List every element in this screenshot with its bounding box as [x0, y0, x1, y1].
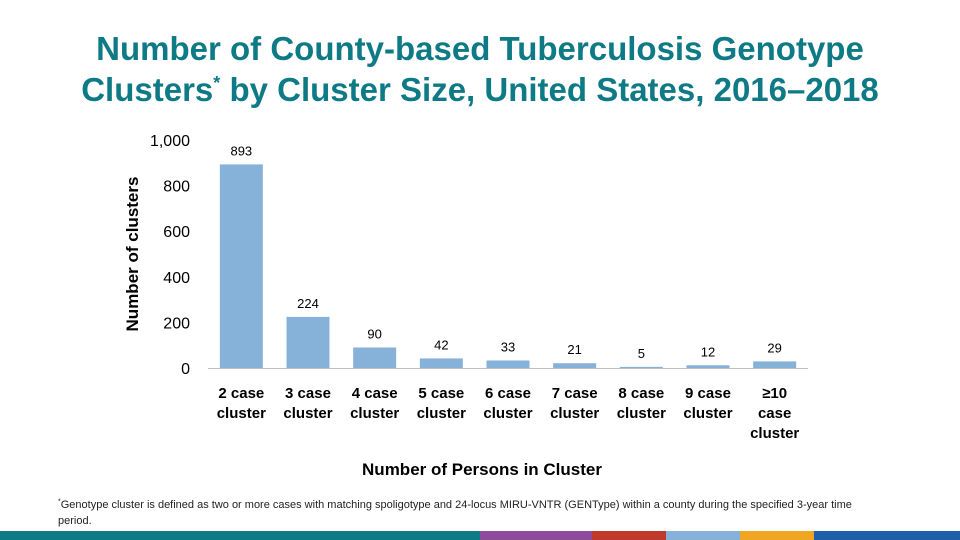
data-label: 5: [638, 346, 645, 361]
x-tick-label: 9 case cluster: [683, 385, 732, 422]
y-tick-label: 600: [163, 224, 190, 241]
footnote-marker: *: [58, 498, 61, 506]
y-tick-label: 0: [181, 361, 190, 378]
x-tick-label-line: 5 case: [418, 385, 464, 402]
bottom-bar-segment: [120, 531, 240, 540]
bar: [686, 365, 730, 368]
x-tick-label-line: 6 case: [485, 385, 531, 402]
footnote-text: Genotype cluster is defined as two or mo…: [58, 499, 852, 527]
x-tick-label-line: case: [758, 405, 791, 422]
chart-title-line-2: Clusters* by Cluster Size, United States…: [40, 69, 920, 110]
data-label: 893: [230, 143, 252, 158]
data-label: 224: [297, 296, 319, 311]
x-tick-label-line: cluster: [483, 405, 532, 422]
data-label: 90: [367, 326, 381, 341]
title-asterisk: *: [213, 73, 221, 93]
x-tick-label-line: 8 case: [618, 385, 664, 402]
bottom-bar-segment: [480, 531, 592, 540]
x-tick-label-line: cluster: [217, 405, 266, 422]
chart-title-line-2-a: Clusters: [81, 71, 214, 108]
bar: [553, 363, 597, 368]
x-tick-label: 2 case cluster: [217, 385, 266, 422]
x-axis-title: Number of Persons in Cluster: [362, 460, 602, 479]
bar: [619, 366, 663, 368]
x-tick-label-line: ≥10: [762, 385, 787, 402]
bottom-bar-segment: [740, 531, 814, 540]
bottom-bar-segment: [360, 531, 480, 540]
bar: [219, 164, 263, 368]
data-label: 42: [434, 337, 448, 352]
data-label: 21: [567, 342, 581, 357]
footnote: *Genotype cluster is defined as two or m…: [58, 497, 858, 529]
y-axis-title: Number of clusters: [123, 177, 142, 332]
x-tick-label-line: cluster: [350, 405, 399, 422]
chart-title-line-1: Number of County-based Tuberculosis Geno…: [96, 30, 864, 67]
y-tick-label: 800: [163, 179, 190, 196]
bottom-color-bar: [0, 531, 960, 540]
bar: [353, 347, 397, 368]
x-tick-label-line: cluster: [417, 405, 466, 422]
bottom-bar-segment: [814, 531, 960, 540]
data-label: 29: [767, 340, 781, 355]
bottom-bar-segment: [240, 531, 360, 540]
y-tick-label: 1,000: [150, 133, 190, 150]
x-tick-label-line: 7 case: [552, 385, 598, 402]
x-tick-label: 7 case cluster: [550, 385, 599, 422]
x-tick-label: 6 case cluster: [483, 385, 532, 422]
x-tick-label-line: cluster: [617, 405, 666, 422]
x-tick-label-line: cluster: [283, 405, 332, 422]
bottom-bar-segment: [592, 531, 666, 540]
x-tick-label: ≥10 case cluster: [750, 385, 799, 442]
bar: [753, 361, 797, 368]
x-tick-label-line: 2 case: [218, 385, 264, 402]
x-tick-label: 5 case cluster: [417, 385, 466, 422]
bar: [419, 358, 463, 368]
x-tick-label-line: cluster: [683, 405, 732, 422]
bottom-bar-segment: [666, 531, 740, 540]
chart-title: Number of County-based Tuberculosis Geno…: [40, 28, 920, 110]
data-label: 12: [701, 344, 715, 359]
data-label: 33: [501, 339, 515, 354]
x-tick-label: 3 case cluster: [283, 385, 332, 422]
x-tick-label-line: 9 case: [685, 385, 731, 402]
bar: [286, 316, 330, 368]
x-tick-label: 4 case cluster: [350, 385, 399, 422]
chart-title-line-2-b: by Cluster Size, United States, 2016–201…: [220, 71, 879, 108]
bar: [486, 360, 530, 368]
x-tick-label-line: cluster: [550, 405, 599, 422]
x-tick-label-line: 4 case: [352, 385, 398, 402]
x-tick-label: 8 case cluster: [617, 385, 666, 422]
bottom-bar-segment: [0, 531, 120, 540]
y-tick-label: 200: [163, 315, 190, 332]
bar-chart: 0 200 400 600 800 1,000 893 2 case cluster 224 3 c…: [123, 133, 808, 479]
x-tick-label-line: 3 case: [285, 385, 331, 402]
y-tick-label: 400: [163, 270, 190, 287]
x-tick-label-line: cluster: [750, 425, 799, 442]
